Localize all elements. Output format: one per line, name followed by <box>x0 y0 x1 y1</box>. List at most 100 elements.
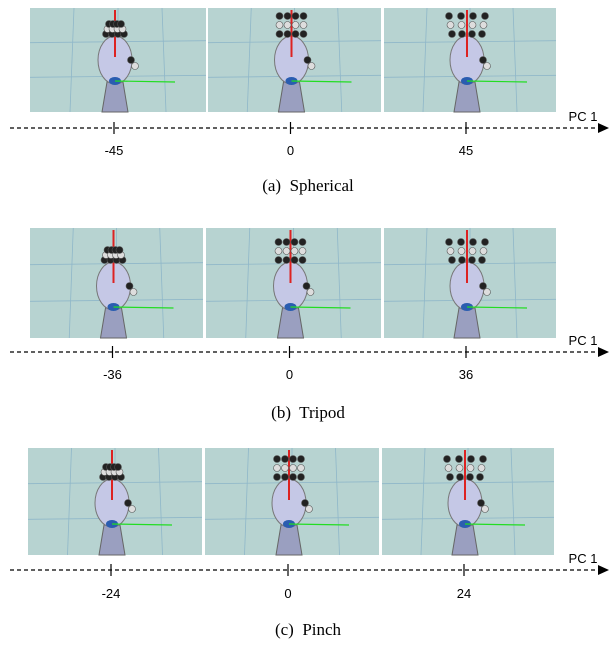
finger-joint <box>282 456 289 463</box>
axis-label: PC 1 <box>569 109 598 124</box>
hand-image <box>208 8 381 112</box>
finger-joint <box>459 257 466 264</box>
thumb-joint <box>302 500 309 507</box>
finger-joint <box>469 31 476 38</box>
finger-joint <box>298 456 305 463</box>
hand-image <box>30 8 206 112</box>
finger-joint <box>480 456 487 463</box>
finger-joint <box>299 239 306 246</box>
finger-joint <box>456 465 463 472</box>
finger-joint <box>115 464 122 471</box>
finger-joint <box>459 31 466 38</box>
finger-joint <box>290 456 297 463</box>
thumb-joint <box>480 57 487 64</box>
thumb-joint <box>132 63 139 70</box>
finger-joint <box>467 474 474 481</box>
hand-base <box>454 82 480 112</box>
finger-joint <box>118 21 125 28</box>
finger-joint <box>283 257 290 264</box>
hand-base <box>278 308 304 338</box>
finger-joint <box>298 474 305 481</box>
finger-joint <box>469 248 476 255</box>
thumb-joint <box>128 57 135 64</box>
finger-joint <box>469 257 476 264</box>
hand-image <box>28 448 202 555</box>
finger-joint <box>276 22 283 29</box>
finger-joint <box>470 13 477 20</box>
finger-joint <box>482 239 489 246</box>
finger-joint <box>458 239 465 246</box>
finger-joint <box>445 465 452 472</box>
thumb-joint <box>126 283 133 290</box>
finger-joint <box>274 465 281 472</box>
finger-joint <box>456 456 463 463</box>
pc-axis-arrowhead <box>598 123 609 133</box>
finger-joint <box>275 257 282 264</box>
finger-joint <box>282 474 289 481</box>
figure: PC 1-45045(a) SphericalPC 1-36036(b) Tri… <box>0 0 616 648</box>
finger-joint <box>478 465 485 472</box>
finger-joint <box>291 239 298 246</box>
thumb-joint <box>478 500 485 507</box>
thumb-joint <box>307 289 314 296</box>
thumb-joint <box>303 283 310 290</box>
finger-joint <box>458 248 465 255</box>
finger-joint <box>292 22 299 29</box>
finger-joint <box>458 13 465 20</box>
finger-joint <box>300 31 307 38</box>
tick-label: -36 <box>103 367 122 382</box>
tick-label: 0 <box>284 586 291 601</box>
tick-label: -45 <box>105 143 124 158</box>
finger-joint <box>479 31 486 38</box>
pc-axis-arrowhead <box>598 347 609 357</box>
thumb-joint <box>480 283 487 290</box>
finger-joint <box>300 22 307 29</box>
finger-joint <box>290 474 297 481</box>
finger-joint <box>477 474 484 481</box>
finger-joint <box>480 22 487 29</box>
finger-joint <box>274 474 281 481</box>
finger-joint <box>446 13 453 20</box>
hand-base <box>276 525 302 555</box>
hand-base <box>101 308 127 338</box>
finger-joint <box>276 31 283 38</box>
finger-joint <box>480 248 487 255</box>
pc-axis-arrowhead <box>598 565 609 575</box>
hand-base <box>454 308 480 338</box>
finger-joint <box>457 474 464 481</box>
tick-label: 45 <box>459 143 473 158</box>
thumb-joint <box>130 289 137 296</box>
hand-base <box>102 82 128 112</box>
thumb-joint <box>484 289 491 296</box>
finger-joint <box>298 465 305 472</box>
finger-joint <box>276 13 283 20</box>
finger-joint <box>447 474 454 481</box>
finger-joint <box>444 456 451 463</box>
finger-joint <box>299 248 306 255</box>
hand-image <box>382 448 554 555</box>
finger-joint <box>292 31 299 38</box>
finger-joint <box>284 13 291 20</box>
hand-image <box>206 228 381 338</box>
thumb-joint <box>306 506 313 513</box>
hand-image <box>384 8 556 112</box>
finger-joint <box>274 456 281 463</box>
finger-joint <box>292 13 299 20</box>
finger-joint <box>449 31 456 38</box>
tick-label: 0 <box>286 367 293 382</box>
finger-joint <box>458 22 465 29</box>
page: {"panels": [ {"caption": "(a) Spherical"… <box>0 0 616 648</box>
tick-label: 0 <box>287 143 294 158</box>
finger-joint <box>446 239 453 246</box>
finger-joint <box>275 239 282 246</box>
finger-joint <box>284 31 291 38</box>
finger-joint <box>447 22 454 29</box>
hand-base <box>99 525 125 555</box>
finger-joint <box>291 248 298 255</box>
hand-image <box>205 448 379 555</box>
finger-joint <box>468 456 475 463</box>
axis-label: PC 1 <box>569 333 598 348</box>
finger-joint <box>482 13 489 20</box>
finger-joint <box>299 257 306 264</box>
thumb-joint <box>304 57 311 64</box>
